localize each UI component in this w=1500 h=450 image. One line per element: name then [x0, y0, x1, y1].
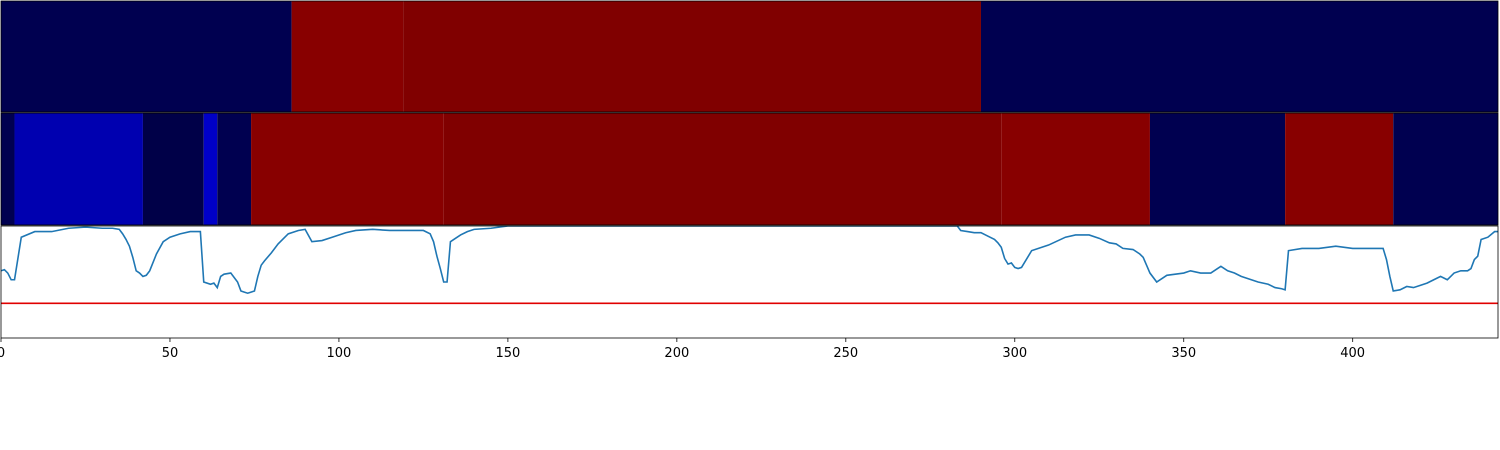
score-line-panel — [0, 225, 1499, 339]
middle-band-segment-4 — [217, 113, 252, 225]
middle-heatmap-band — [0, 112, 1499, 226]
middle-band-segment-1 — [14, 113, 143, 225]
x-tick-label-100: 100 — [327, 346, 352, 361]
middle-band-segment-9 — [1285, 113, 1394, 225]
middle-band-segment-6 — [443, 113, 1002, 225]
x-axis: 0 50 100 150 200 250 300 350 400 — [0, 338, 1365, 361]
x-tick-label-400: 400 — [1340, 346, 1365, 361]
x-tick-label-0: 0 — [0, 346, 5, 361]
top-band-segment-0 — [1, 1, 292, 112]
score-line-series — [1, 226, 1498, 295]
middle-band-segment-7 — [1001, 113, 1150, 225]
top-heatmap-band — [0, 0, 1499, 113]
x-tick-label-300: 300 — [1002, 346, 1027, 361]
top-band-frame — [0, 0, 1499, 113]
middle-band-segment-0 — [1, 113, 15, 225]
top-band-segment-3 — [980, 1, 1498, 112]
line-panel-frame — [0, 225, 1499, 339]
top-band-segment-1 — [291, 1, 404, 112]
x-tick-label-250: 250 — [833, 346, 858, 361]
x-tick-label-50: 50 — [162, 346, 179, 361]
middle-band-segment-8 — [1149, 113, 1286, 225]
x-tick-label-350: 350 — [1171, 346, 1196, 361]
x-tick-label-150: 150 — [495, 346, 520, 361]
middle-band-segment-2 — [142, 113, 204, 225]
top-band-segment-2 — [403, 1, 981, 112]
middle-band-segment-10 — [1393, 113, 1498, 225]
x-tick-label-200: 200 — [664, 346, 689, 361]
middle-band-segment-3 — [203, 113, 218, 225]
middle-band-segment-5 — [251, 113, 444, 225]
middle-band-frame — [0, 112, 1499, 226]
line-panel-background — [1, 226, 1498, 338]
